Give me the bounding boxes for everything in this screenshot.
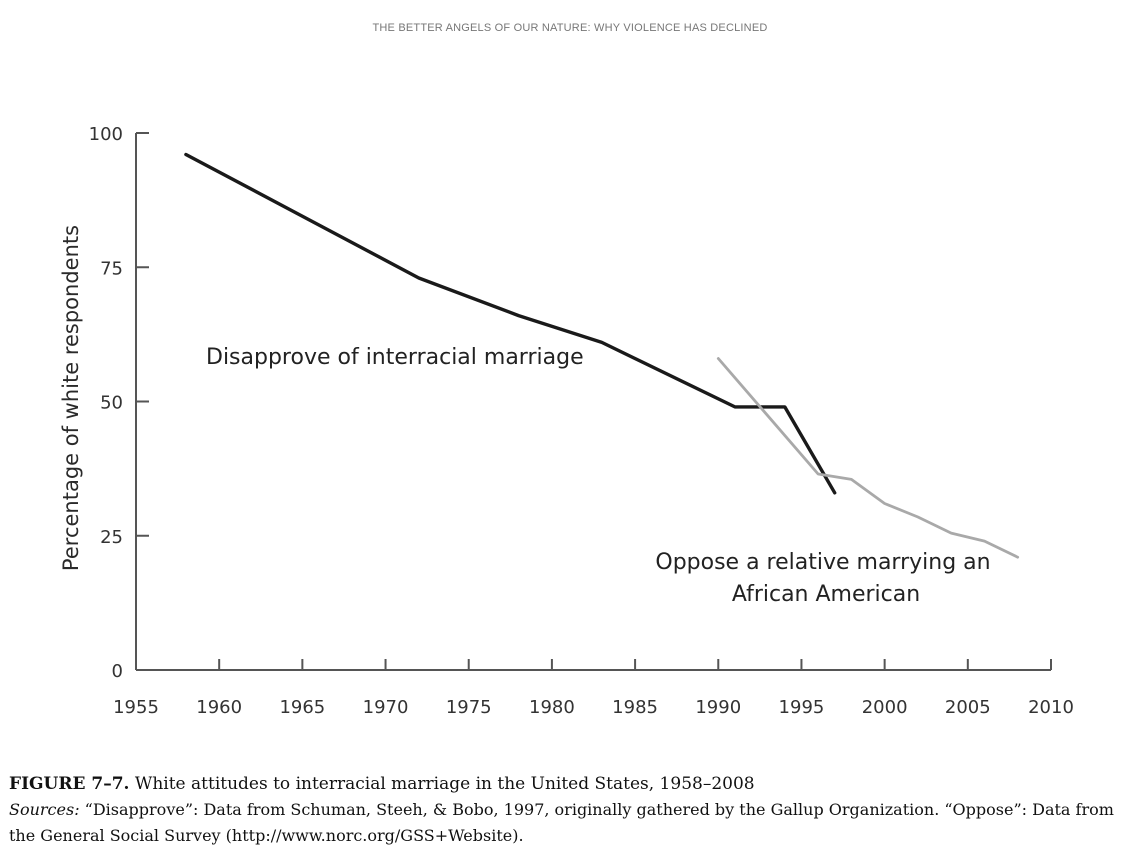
series-line-oppose — [716, 357, 1020, 559]
sources-text: “Disapprove”: Data from Schuman, Steeh, … — [9, 800, 1114, 845]
y-axis-label: Percentage of white respondents — [59, 225, 83, 571]
annotation-oppose-line2: African American — [732, 582, 920, 607]
x-tick-label: 2000 — [862, 697, 908, 718]
chart-series-layer — [184, 152, 1020, 559]
x-tick-label: 1995 — [779, 697, 825, 718]
y-tick-label: 50 — [100, 393, 123, 414]
y-tick-label: 0 — [112, 661, 123, 682]
x-tick-label: 2005 — [945, 697, 991, 718]
running-header: THE BETTER ANGELS OF OUR NATURE: WHY VIO… — [372, 22, 768, 34]
series-line-disapprove — [184, 152, 837, 495]
figure-label: FIGURE 7–7. — [9, 774, 130, 794]
line-chart: 0 25 50 75 100 1955 1960 1965 1970 1975 1980 1985 19… — [59, 124, 1074, 718]
x-tick-label: 1990 — [695, 697, 741, 718]
caption-line1: FIGURE 7–7. White attitudes to interraci… — [9, 771, 1137, 797]
figure-title: White attitudes to interracial marriage … — [134, 774, 755, 794]
x-tick-label: 1960 — [196, 697, 242, 718]
x-tick-label: 1965 — [279, 697, 325, 718]
x-tick-label: 1980 — [529, 697, 575, 718]
y-tick-label: 100 — [89, 124, 123, 145]
x-tick-label: 1975 — [446, 697, 492, 718]
caption-sources: Sources: “Disapprove”: Data from Schuman… — [9, 797, 1137, 849]
figure-caption: FIGURE 7–7. White attitudes to interraci… — [9, 771, 1137, 849]
x-tick-label: 2010 — [1028, 697, 1074, 718]
x-tick-label: 1955 — [113, 697, 159, 718]
y-tick-label: 75 — [100, 258, 123, 279]
y-tick-label: 25 — [100, 527, 123, 548]
x-tick-label: 1985 — [612, 697, 658, 718]
x-tick-label: 1970 — [363, 697, 409, 718]
sources-label: Sources: — [9, 800, 80, 819]
annotation-disapprove: Disapprove of interracial marriage — [206, 345, 584, 370]
annotation-oppose-line1: Oppose a relative marrying an — [655, 550, 990, 575]
chart-axes: 0 25 50 75 100 1955 1960 1965 1970 1975 1980 1985 19… — [89, 124, 1074, 718]
